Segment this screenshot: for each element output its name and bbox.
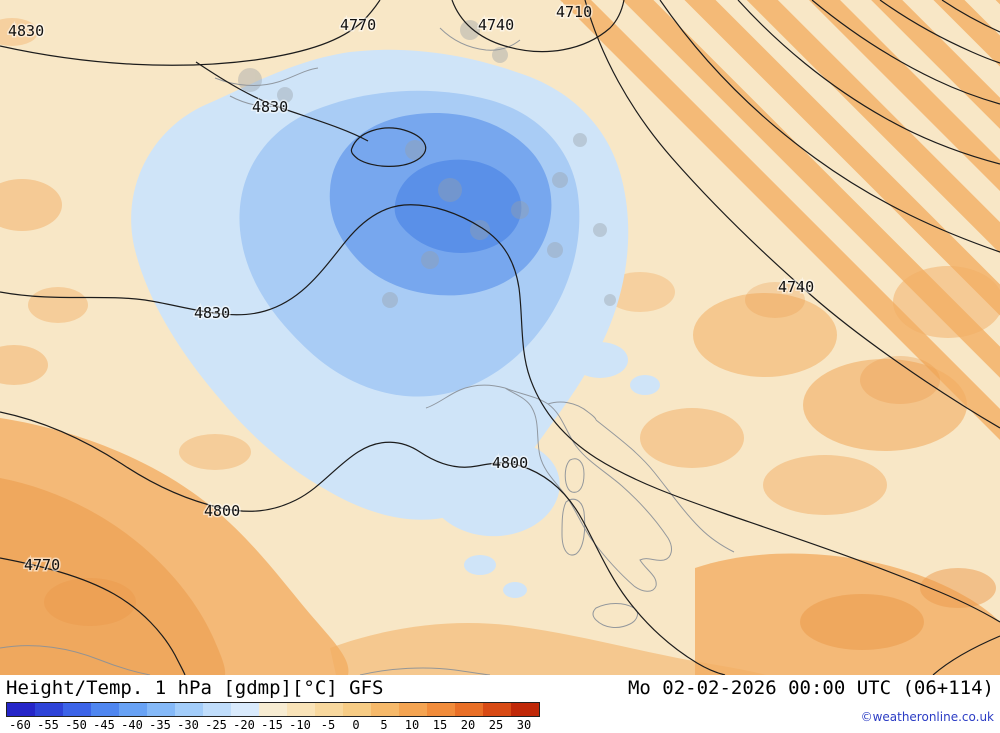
legend-cell [315,703,343,716]
map-title: Height/Temp. 1 hPa [gdmp][°C] GFS [6,677,384,699]
contour-diagonal-6 [941,0,1000,33]
legend-cell [231,703,259,716]
contour-4800 [0,411,726,675]
legend-cell [91,703,119,716]
contour-label: 4800 [204,502,240,520]
legend-bar [6,702,540,717]
warm-patches-deep [0,282,996,675]
contour-label: 4830 [194,304,230,322]
coast-iberia [0,645,151,675]
contour-diagonal-2 [659,0,1000,253]
warm-stripe-region [548,0,1000,468]
terrain-speckles [238,20,616,308]
legend-tick-label: -5 [320,718,336,732]
coast-africa [359,667,491,675]
map-datetime: Mo 02-02-2026 00:00 UTC (06+114) [627,677,994,699]
legend-zone: -60 -55 -50 -45 -40 -35 -30 -25 -20 -15 -10 -5 0 5 10 1… [6,702,994,732]
height-contours [0,0,1000,675]
legend-tick-label: 30 [516,718,532,732]
copyright-link: ©weatheronline.co.uk [860,710,994,724]
legend-tick-label: 20 [460,718,476,732]
legend-cell [7,703,35,716]
legend-cell [511,703,539,716]
legend-cell [35,703,63,716]
coast-sicily [592,603,638,628]
legend-cell [455,703,483,716]
contour-label: 4830 [252,98,288,116]
legend-tick-label: 5 [380,718,388,732]
legend-tick-label: 15 [432,718,448,732]
legend-tick-label: -55 [37,718,59,732]
legend-cell [203,703,231,716]
contour-diagonal-3 [737,0,1000,165]
legend-cell [147,703,175,716]
legend-tick-label: 0 [352,718,360,732]
coast-adriatic-east [595,419,735,553]
legend-cell [343,703,371,716]
cold-pool [131,49,660,598]
legend-tick-label: -35 [149,718,171,732]
coast-north-adriatic [547,401,597,421]
contour-4740-top [451,0,625,53]
contour-label: 4740 [478,16,514,34]
coast-channel [214,67,319,86]
legend-tick-label: -45 [93,718,115,732]
contour-4740-diagonal [584,0,1000,429]
legend-tick-label: -20 [233,718,255,732]
legend-tick-label: 25 [488,718,504,732]
legend-tick-label: -30 [177,718,199,732]
footer: Height/Temp. 1 hPa [gdmp][°C] GFS Mo 02-… [0,675,1000,733]
weather-map: 4830 4770 4740 4710 4830 4830 4740 4800 4800 4770 [0,0,1000,675]
legend-cell [119,703,147,716]
legend-cell [427,703,455,716]
contour-label: 4710 [556,3,592,21]
legend-tick-label: -10 [289,718,311,732]
contour-diagonal-4 [811,0,1000,105]
contour-core-loop [350,127,427,167]
legend-tick-label: -15 [261,718,283,732]
contour-label: 4770 [340,16,376,34]
contour-label: 4770 [24,556,60,574]
legend-cell [483,703,511,716]
legend-cell [175,703,203,716]
coast-italy [504,387,672,592]
legend-tick-label: -25 [205,718,227,732]
legend-labels: -60 -55 -50 -45 -40 -35 -30 -25 -20 -15 -10 -5 0 5 10 1… [6,718,540,732]
legend-tick-label: -60 [9,718,31,732]
coast-sardinia [561,498,586,556]
legend-tick-label: -40 [121,718,143,732]
contour-bottomright [932,635,1000,675]
contour-4770-bottomleft [0,557,186,675]
contour-diagonal-5 [879,0,1000,64]
coast-ligurian [425,384,506,409]
contour-label: 4830 [8,22,44,40]
contour-4830-branch [195,61,369,142]
coast-north-sea [439,27,521,51]
cold-pool-light-specks [464,318,660,598]
footer-titles: Height/Temp. 1 hPa [gdmp][°C] GFS Mo 02-… [6,677,994,699]
coast-corsica [564,458,585,493]
cold-pool-core [394,159,522,253]
legend-cell [371,703,399,716]
contour-labels: 4830 4770 4740 4710 4830 4830 4740 4800 4800 4770 [7,2,816,576]
contour-label: 4800 [492,454,528,472]
contour-4830-top [0,0,381,66]
legend-cell [287,703,315,716]
contour-label: 4740 [778,278,814,296]
coastlines [0,27,735,675]
cold-pool-light-south [421,437,560,537]
contour-4830-mid [0,204,1000,623]
legend-tick-label: 10 [404,718,420,732]
legend-cell [399,703,427,716]
legend-cell [259,703,287,716]
map-canvas: 4830 4770 4740 4710 4830 4830 4740 4800 4800 4770 [0,0,1000,675]
legend-cell [63,703,91,716]
legend-tick-label: -50 [65,718,87,732]
